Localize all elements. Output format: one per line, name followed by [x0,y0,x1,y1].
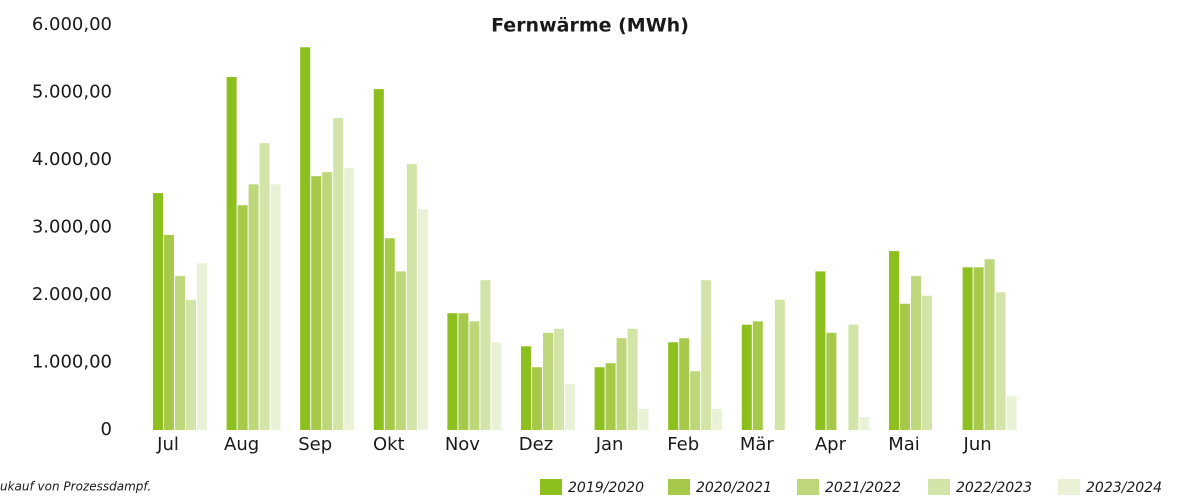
bar [270,184,281,430]
legend-label: 2019/2020 [568,480,644,496]
bar [1006,396,1017,430]
bar [384,238,395,430]
footnote: ukauf von Prozessdampf. [0,480,151,494]
bar [826,332,837,430]
x-tick-label: Feb [667,434,699,455]
bar [774,299,785,430]
bar [627,328,638,430]
y-tick-label: 3.000,00 [32,217,112,238]
bar [458,313,469,430]
bar [973,267,984,430]
bar [447,313,458,430]
bar [995,292,1006,430]
bar [373,89,384,430]
bar [311,176,322,430]
legend-label: 2022/2023 [956,480,1032,496]
y-tick-label: 0 [101,419,112,440]
bar [668,342,679,430]
bar [900,303,910,430]
bar [333,118,344,431]
bar [690,371,701,430]
bar [300,47,311,431]
legend-label: 2021/2022 [825,480,901,496]
bar [164,234,174,430]
bar [554,328,564,430]
bar [962,267,973,430]
legend-swatch [797,479,819,495]
bar [565,384,575,430]
bar [237,205,248,430]
x-tick-label: Mär [740,434,775,455]
bar [741,324,752,430]
bar [859,417,870,430]
bar [638,409,649,430]
bar [701,280,712,430]
bar [605,363,616,430]
bar [248,184,259,430]
bar [752,321,763,430]
bar [594,367,605,430]
y-tick-label: 1.000,00 [32,352,112,373]
y-tick-label: 5.000,00 [32,82,112,103]
bar [417,209,428,430]
bar [226,76,237,430]
legend-label: 2020/2021 [696,480,772,496]
x-tick-label: Sep [298,434,332,455]
bar [197,263,207,430]
bar [521,346,531,430]
bar [491,342,502,430]
x-tick-label: Mai [888,434,920,455]
y-tick-label: 4.000,00 [32,149,112,170]
x-tick-label: Aug [224,434,259,455]
bar [153,193,163,430]
bar [815,271,826,430]
legend-swatch [540,479,562,495]
bar [469,321,480,430]
x-tick-label: Jun [963,434,992,455]
bar [889,251,899,430]
bar [480,280,491,430]
x-tick-label: Apr [815,434,847,455]
bar [922,295,932,430]
y-tick-label: 2.000,00 [32,284,112,305]
bar [259,143,270,430]
bar [712,409,723,430]
legend-swatch [928,479,950,495]
x-tick-label: Nov [445,434,480,455]
bar [322,172,333,430]
bar [186,299,196,430]
bar [984,259,995,430]
x-tick-label: Dez [519,434,553,455]
bar [344,168,355,430]
bar [848,324,859,430]
bar [395,271,406,430]
legend-swatch [668,479,690,495]
chart-title: Fernwärme (MWh) [491,15,689,37]
bar [911,276,921,430]
bar [406,164,417,431]
bar [532,367,542,430]
y-tick-label: 6.000,00 [32,14,112,35]
x-tick-label: Okt [373,434,405,455]
bar [543,332,553,430]
bar [175,276,185,430]
legend-swatch [1058,479,1080,495]
bar [679,338,690,430]
legend-label: 2023/2024 [1086,480,1162,496]
x-tick-label: Jan [595,434,624,455]
bar [616,338,627,430]
x-tick-label: Jul [156,434,179,455]
